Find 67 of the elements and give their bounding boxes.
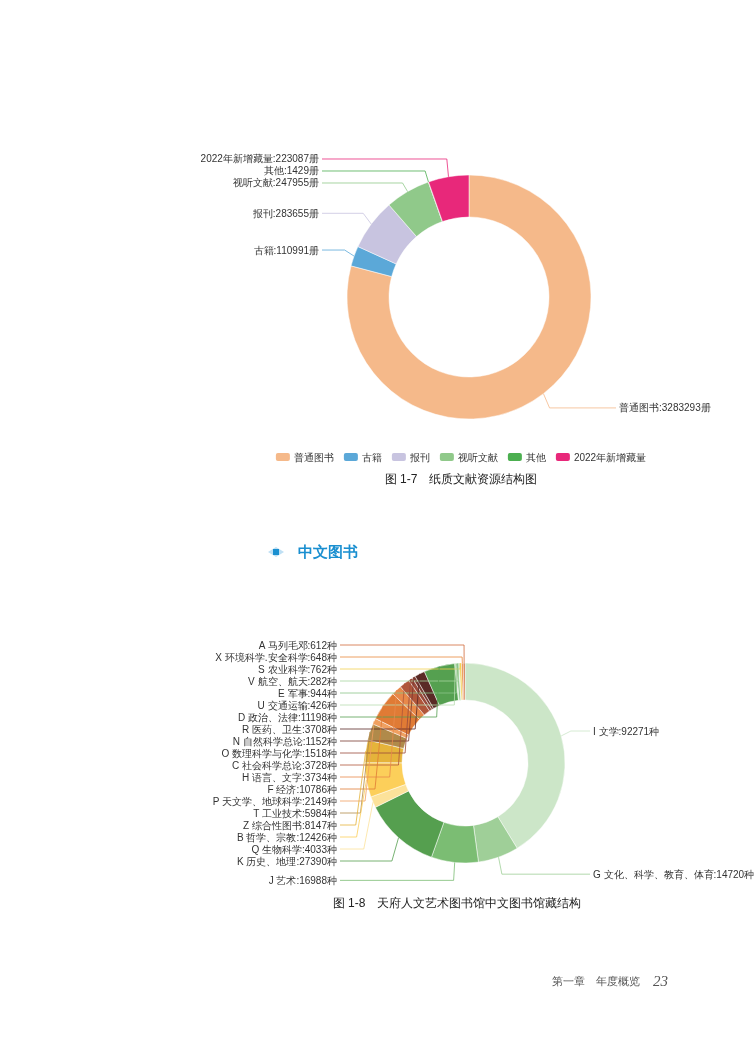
slice-label: I 文学 xyxy=(593,725,619,737)
slice-label: N 自然科学总论 xyxy=(232,735,303,747)
slice-label: S 农业科学 xyxy=(258,663,308,675)
data-label: :1152种 xyxy=(302,735,337,747)
slice-label: 2022年新增藏量 xyxy=(200,153,273,165)
slice-label: Q 生物科学 xyxy=(251,843,302,855)
slice-label: B 哲学、宗教 xyxy=(236,831,297,843)
data-label: :2149种 xyxy=(301,795,337,807)
data-label: :3734种 xyxy=(301,771,337,783)
slice-label: 普通图书 xyxy=(619,402,659,414)
slice-label: X 环境科学.安全科学 xyxy=(215,651,308,663)
slice-label: K 历史、地理 xyxy=(236,855,297,867)
legend-label: 2022年新增藏量 xyxy=(573,451,647,463)
data-label: :762种 xyxy=(307,663,337,675)
data-label: :247955册 xyxy=(272,177,319,189)
data-label: :4033种 xyxy=(301,843,337,855)
data-label: :3708种 xyxy=(301,723,337,735)
slice-label: A 马列毛邓 xyxy=(258,639,308,651)
slice-label: H 语言、文字 xyxy=(241,771,302,783)
legend-label: 报刊 xyxy=(408,451,430,463)
slice-label: 其他 xyxy=(263,165,284,177)
slice-label: D 政治、法律 xyxy=(237,711,298,723)
slice-label: Z 综合性图书 xyxy=(243,819,302,831)
data-label: :944种 xyxy=(307,687,337,699)
slice-label: 古籍 xyxy=(253,244,274,256)
data-label: :16988种 xyxy=(296,874,337,886)
text: 中文图书 xyxy=(298,543,358,560)
slice-label: 报刊 xyxy=(251,207,273,219)
data-label: :10786种 xyxy=(296,783,337,795)
data-label: :3728种 xyxy=(301,759,337,771)
slice-label: T 工业技术 xyxy=(253,807,302,819)
slice-label: P 天文学、地球科学 xyxy=(212,795,302,807)
slice-label: F 经济 xyxy=(267,783,297,795)
legend-label: 其他 xyxy=(525,451,546,463)
text: 图 1-8 天府人文艺术图书馆中文图书馆藏结构 xyxy=(332,896,582,910)
legend-label: 普通图书 xyxy=(293,451,334,463)
slice-label: C 社会科学总论 xyxy=(231,759,302,771)
slice-label: 视听文献 xyxy=(232,177,273,189)
data-label: :283655册 xyxy=(272,207,319,219)
data-label: :1429册 xyxy=(283,165,319,177)
data-label: :12426种 xyxy=(296,831,337,843)
data-label: :11198种 xyxy=(297,711,337,723)
text: 图 1-7 纸质文献资源结构图 xyxy=(384,472,538,486)
data-label: :612种 xyxy=(307,639,337,651)
data-label: :223087册 xyxy=(272,153,319,165)
data-label: :3283293册 xyxy=(659,402,711,414)
text: 第一章 年度概览 xyxy=(552,975,640,987)
data-label: :648种 xyxy=(307,651,337,663)
text: 23 xyxy=(653,973,668,989)
slice-label: J 艺术 xyxy=(268,874,297,886)
slice-label: O 数理科学与化学 xyxy=(221,747,302,759)
data-label: :8147种 xyxy=(301,819,337,831)
data-label: :27390种 xyxy=(296,855,337,867)
slice-label: R 医药、卫生 xyxy=(241,723,302,735)
slice-label: G 文化、科学、教育、体育 xyxy=(593,868,714,880)
data-label: :1518种 xyxy=(301,747,337,759)
data-label: :92271种 xyxy=(618,725,660,737)
legend-label: 古籍 xyxy=(361,451,382,463)
data-label: :5984种 xyxy=(301,807,337,819)
slice-label: U 交通运输 xyxy=(257,699,308,711)
slice-label: V 航空、航天 xyxy=(248,675,308,687)
legend-label: 视听文献 xyxy=(457,451,498,463)
data-label: :110991册 xyxy=(273,244,319,256)
data-label: :426种 xyxy=(307,699,337,711)
slice-label: E 军事 xyxy=(278,687,308,699)
data-label: :14720种 xyxy=(713,868,755,880)
data-label: :282种 xyxy=(307,675,337,687)
